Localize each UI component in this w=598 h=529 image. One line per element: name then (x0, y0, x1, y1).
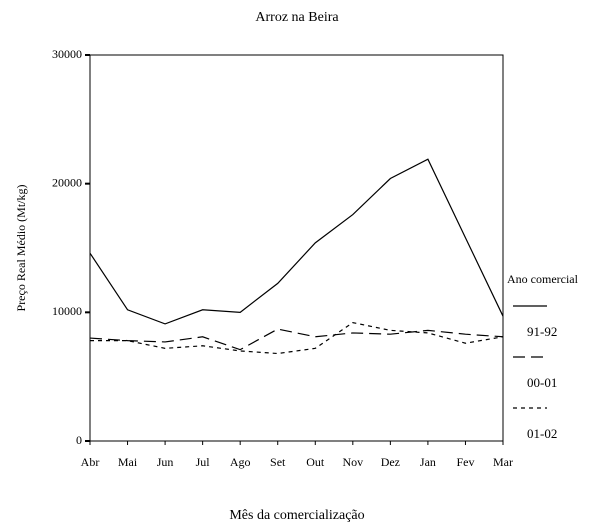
x-tick-label: Jan (420, 455, 436, 469)
legend-title: Ano comercial (507, 272, 579, 286)
series-line (90, 321, 504, 355)
x-tick-label: Jul (196, 455, 211, 469)
legend-label: 00-01 (527, 375, 557, 390)
x-tick-label: Jun (157, 455, 174, 469)
y-tick-label: 20000 (52, 175, 82, 189)
series-line (89, 158, 504, 325)
series-line (89, 328, 504, 351)
x-tick-label: Out (306, 455, 325, 469)
x-tick-label: Fev (456, 455, 474, 469)
y-tick-label: 0 (76, 433, 82, 447)
chart-title: Arroz na Beira (255, 10, 339, 25)
x-tick-label: Mar (493, 455, 513, 469)
plot-frame (89, 54, 504, 442)
x-tick-label: Set (270, 455, 286, 469)
y-tick-label: 10000 (52, 304, 82, 318)
legend-label: 01-02 (527, 426, 557, 441)
y-axis-label: Preço Real Médio (Mt/kg) (14, 185, 28, 312)
y-tick-label: 30000 (52, 47, 82, 61)
x-tick-label: Ago (230, 455, 251, 469)
x-tick-label: Mai (118, 455, 138, 469)
x-axis-label: Mês da comercialização (229, 508, 364, 523)
x-tick-label: Abr (81, 455, 100, 469)
legend-label: 91-92 (527, 324, 557, 339)
x-tick-label: Dez (381, 455, 400, 469)
x-tick-label: Nov (342, 455, 363, 469)
